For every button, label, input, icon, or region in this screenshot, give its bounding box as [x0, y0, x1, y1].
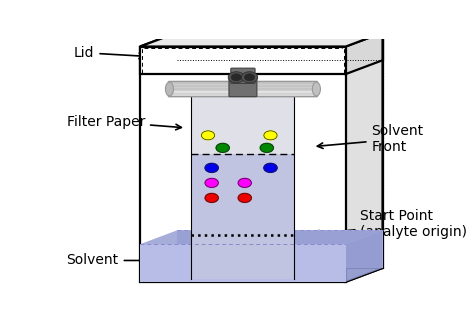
- Polygon shape: [140, 244, 346, 282]
- FancyBboxPatch shape: [231, 68, 255, 84]
- Circle shape: [260, 143, 273, 152]
- Polygon shape: [177, 230, 383, 268]
- Text: Lid: Lid: [74, 46, 145, 60]
- Circle shape: [205, 163, 219, 172]
- Circle shape: [205, 178, 219, 188]
- Polygon shape: [346, 230, 383, 282]
- Circle shape: [264, 163, 277, 172]
- Circle shape: [228, 72, 245, 83]
- Polygon shape: [140, 230, 383, 244]
- Polygon shape: [140, 268, 383, 282]
- Text: Solvent
Front: Solvent Front: [317, 124, 424, 154]
- Polygon shape: [140, 46, 346, 282]
- Ellipse shape: [165, 82, 173, 96]
- Circle shape: [245, 74, 255, 81]
- Circle shape: [231, 74, 241, 81]
- Polygon shape: [140, 46, 346, 74]
- Circle shape: [216, 143, 229, 152]
- Polygon shape: [346, 33, 383, 282]
- FancyBboxPatch shape: [168, 82, 318, 97]
- Polygon shape: [140, 33, 383, 46]
- Text: Solvent: Solvent: [66, 254, 165, 267]
- Polygon shape: [177, 33, 383, 60]
- Circle shape: [264, 131, 277, 140]
- Text: Filter Paper: Filter Paper: [66, 115, 182, 130]
- Ellipse shape: [312, 82, 320, 96]
- Circle shape: [205, 193, 219, 202]
- Text: Start Point
(analyte origin): Start Point (analyte origin): [314, 209, 467, 239]
- Polygon shape: [346, 33, 383, 74]
- Circle shape: [238, 178, 251, 188]
- Polygon shape: [177, 33, 383, 268]
- Circle shape: [238, 193, 251, 202]
- FancyBboxPatch shape: [229, 79, 257, 97]
- Bar: [191, 154, 294, 279]
- Circle shape: [201, 131, 215, 140]
- Polygon shape: [140, 33, 383, 46]
- Bar: [191, 84, 294, 279]
- Circle shape: [241, 72, 258, 83]
